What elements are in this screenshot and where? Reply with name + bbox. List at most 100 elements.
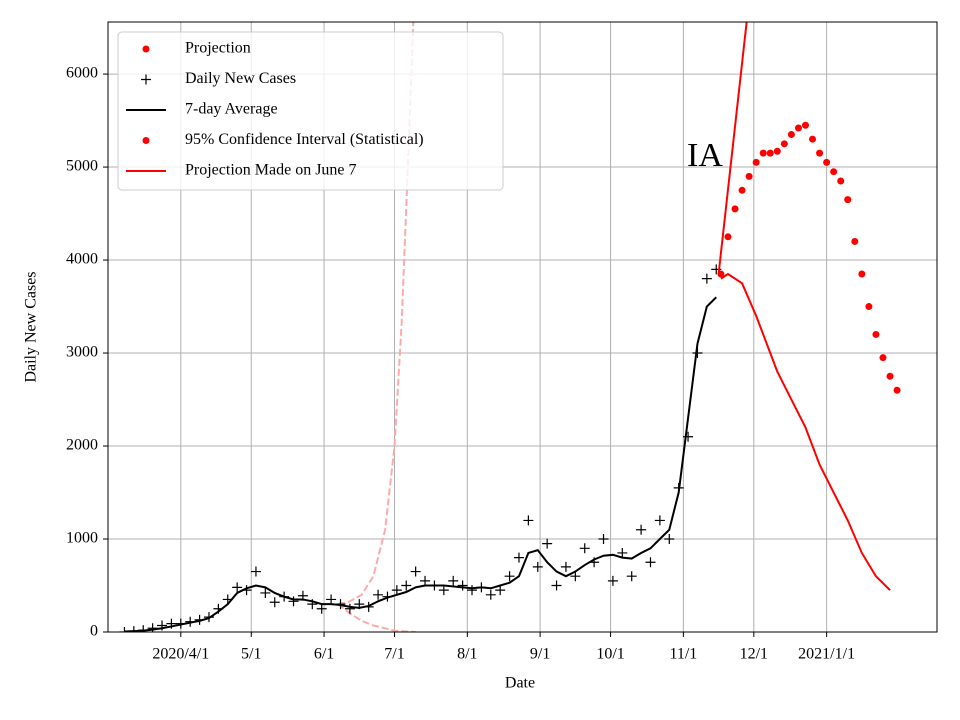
dot-marker (766, 149, 774, 157)
plus-marker (495, 585, 506, 596)
x-axis-label: Date (505, 675, 535, 692)
plus-marker (645, 557, 656, 568)
plus-marker (607, 575, 618, 586)
dot-marker (731, 205, 739, 213)
legend-label: Projection (185, 40, 251, 57)
plus-marker (636, 524, 647, 535)
plus-marker (438, 585, 449, 596)
y-tick-label: 6000 (66, 65, 98, 82)
plus-marker (504, 571, 515, 582)
dot-marker (872, 330, 880, 338)
dot-marker (851, 237, 859, 245)
y-tick-label: 3000 (66, 344, 98, 361)
x-tick-label: 2020/4/1 (152, 646, 209, 663)
plus-marker (598, 534, 609, 545)
x-tick-label: 9/1 (530, 646, 550, 663)
dot-marker (816, 149, 824, 157)
y-tick-label: 2000 (66, 437, 98, 454)
plus-marker (626, 571, 637, 582)
dot-marker (752, 158, 760, 166)
line-series (124, 296, 717, 632)
line-series (717, 22, 748, 275)
plus-marker (260, 587, 271, 598)
plus-marker (269, 597, 280, 608)
line-series (337, 603, 416, 632)
dot-marker (886, 372, 894, 380)
dot-marker (717, 270, 725, 278)
line-series (337, 22, 415, 606)
dot-marker (865, 303, 873, 311)
plus-marker (373, 589, 384, 600)
x-tick-label: 5/1 (241, 646, 261, 663)
legend-marker (142, 137, 150, 144)
dot-marker (858, 270, 866, 278)
dot-marker (837, 177, 845, 185)
dot-marker (794, 124, 802, 132)
x-tick-label: 7/1 (384, 646, 404, 663)
plus-marker (401, 580, 412, 591)
dot-marker (879, 354, 887, 362)
x-tick-label: 6/1 (314, 646, 334, 663)
plus-marker (513, 552, 524, 563)
dot-marker (780, 140, 788, 148)
y-tick-label: 1000 (66, 530, 98, 547)
y-tick-label: 0 (90, 623, 98, 640)
dot-marker (830, 168, 838, 176)
plus-marker (523, 515, 534, 526)
plus-marker (119, 627, 130, 632)
plus-marker (250, 566, 261, 577)
y-axis-label: Daily New Cases (23, 271, 40, 382)
axes-frame (107, 21, 938, 633)
legend-label: Daily New Cases (185, 70, 296, 87)
plus-marker (391, 585, 402, 596)
plus-marker (579, 543, 590, 554)
dot-marker (809, 135, 817, 143)
legend: Projection Daily New Cases 7-day Average 95… (117, 31, 504, 191)
plus-marker (560, 561, 571, 572)
line-series (720, 272, 891, 591)
plus-marker (701, 273, 712, 284)
x-tick-label: 2021/1/1 (798, 646, 855, 663)
plus-marker (288, 596, 299, 607)
plus-marker (344, 603, 355, 614)
dot-marker (738, 186, 746, 194)
plus-marker (410, 566, 421, 577)
x-tick-label: 8/1 (457, 646, 477, 663)
dot-marker (745, 172, 753, 180)
x-tick-label: 12/1 (740, 646, 768, 663)
legend-box (117, 31, 504, 191)
dot-marker (893, 386, 901, 394)
annotation: IA (687, 137, 723, 174)
plus-marker (570, 571, 581, 582)
plot-area (119, 22, 901, 632)
plus-marker (485, 589, 496, 600)
axes: 2020/4/1 5/1 6/1 7/1 8/1 9/1 10/1 11/1 12/1 2021/… (66, 65, 855, 663)
y-tick-label: 5000 (66, 158, 98, 175)
dot-marker (844, 196, 852, 204)
plus-marker (232, 582, 243, 593)
dot-marker (801, 121, 809, 129)
plus-marker (617, 547, 628, 558)
legend-label: Projection Made on June 7 (185, 162, 357, 179)
dot-marker (823, 158, 831, 166)
dot-marker (724, 233, 732, 241)
plus-marker (420, 575, 431, 586)
plus-marker (326, 594, 337, 605)
plus-marker (654, 515, 665, 526)
plus-marker (316, 603, 327, 614)
dot-marker (773, 147, 781, 155)
legend-label: 95% Confidence Interval (Statistical) (185, 131, 424, 148)
y-tick-label: 4000 (66, 251, 98, 268)
plus-marker (532, 561, 543, 572)
x-tick-label: 11/1 (669, 646, 697, 663)
x-tick-label: 10/1 (596, 646, 624, 663)
legend-marker (142, 45, 150, 53)
plus-marker (467, 585, 478, 596)
legend-label: 7-day Average (185, 101, 278, 118)
plus-marker (664, 534, 675, 545)
dot-marker (759, 149, 767, 157)
dot-marker (787, 131, 795, 139)
plus-marker (542, 538, 553, 549)
plus-marker (457, 580, 468, 591)
